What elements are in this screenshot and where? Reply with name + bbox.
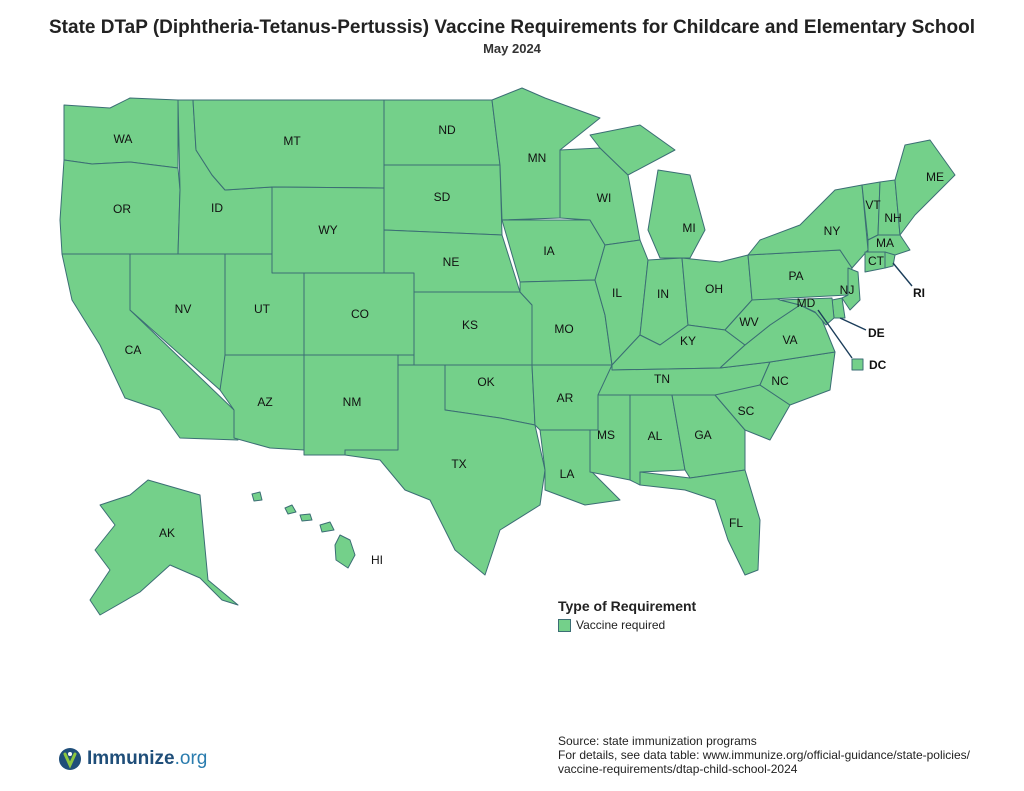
label-MA: MA: [876, 236, 894, 250]
source-line-1: Source: state immunization programs: [558, 734, 757, 748]
label-OH: OH: [705, 282, 723, 296]
label-OR: OR: [113, 202, 131, 216]
label-MI: MI: [682, 221, 695, 235]
label-ME: ME: [926, 170, 944, 184]
label-IA: IA: [543, 244, 554, 258]
callout-dc: [817, 309, 853, 359]
label-AR: AR: [557, 391, 574, 405]
legend: Type of Requirement Vaccine required: [558, 598, 696, 632]
legend-swatch: [558, 618, 571, 632]
state-SC: [714, 384, 791, 441]
label-OK: OK: [477, 375, 494, 389]
state-MD: [779, 297, 835, 326]
label-AK: AK: [159, 526, 175, 540]
label-TN: TN: [654, 372, 670, 386]
label-SD: SD: [434, 190, 451, 204]
source-line-2: For details, see data table: www.immuniz…: [558, 748, 970, 762]
label-NV: NV: [175, 302, 192, 316]
state-TX: [344, 364, 546, 576]
state-HI-4: [284, 504, 297, 515]
label-TX: TX: [451, 457, 466, 471]
state-shapes: [59, 87, 956, 616]
label-LA: LA: [560, 467, 575, 481]
immunize-logo-icon: [59, 748, 81, 770]
source-note: Source: state immunization programs For …: [558, 734, 970, 776]
label-VT: VT: [865, 198, 881, 212]
callout-ri: [892, 262, 913, 287]
label-NJ: NJ: [840, 283, 855, 297]
label-DC: DC: [869, 358, 887, 372]
label-MO: MO: [554, 322, 573, 336]
label-MN: MN: [528, 151, 547, 165]
label-ND: ND: [438, 123, 456, 137]
map-title: State DTaP (Diphtheria-Tetanus-Pertussis…: [49, 17, 975, 38]
label-NM: NM: [343, 395, 362, 409]
label-CO: CO: [351, 307, 369, 321]
callout-de: [839, 317, 867, 331]
label-AZ: AZ: [257, 395, 272, 409]
map-subtitle: May 2024: [483, 41, 541, 56]
label-VA: VA: [782, 333, 797, 347]
state-NJ: [841, 267, 861, 311]
label-CA: CA: [125, 343, 142, 357]
callout-lines: [817, 262, 913, 371]
label-CT: CT: [868, 254, 885, 268]
label-UT: UT: [254, 302, 271, 316]
label-KS: KS: [462, 318, 478, 332]
state-HI-1: [334, 534, 356, 569]
state-HI-5: [251, 491, 263, 502]
label-FL: FL: [729, 516, 743, 530]
label-WY: WY: [318, 223, 337, 237]
state-ME: [894, 139, 956, 236]
label-SC: SC: [738, 404, 755, 418]
label-IL: IL: [612, 286, 622, 300]
state-HI-2: [319, 521, 335, 533]
state-labels: WA OR CA ID NV MT WY UT AZ CO NM ND SD N…: [113, 123, 944, 567]
label-KY: KY: [680, 334, 696, 348]
label-MD: MD: [797, 296, 816, 310]
logo-text: Immunize.org: [87, 748, 208, 769]
label-IN: IN: [657, 287, 669, 301]
source-line-3: vaccine-requirements/dtap-child-school-2…: [558, 762, 798, 776]
label-NY: NY: [824, 224, 841, 238]
label-DE: DE: [868, 326, 885, 340]
label-NH: NH: [884, 211, 901, 225]
state-MI: [647, 169, 706, 259]
label-GA: GA: [694, 428, 711, 442]
label-AL: AL: [648, 429, 663, 443]
state-AK: [89, 479, 239, 616]
label-ID: ID: [211, 201, 223, 215]
legend-title: Type of Requirement: [558, 598, 697, 614]
label-RI: RI: [913, 286, 925, 300]
state-HI-3: [299, 513, 313, 522]
legend-item: Vaccine required: [558, 618, 696, 632]
dc-swatch: [851, 358, 864, 371]
label-WA: WA: [114, 132, 133, 146]
state-MI-upper: [589, 124, 676, 176]
legend-item-label: Vaccine required: [576, 618, 666, 632]
label-MS: MS: [597, 428, 615, 442]
label-NE: NE: [443, 255, 460, 269]
label-WI: WI: [597, 191, 612, 205]
immunize-logo: Immunize.org: [58, 747, 207, 771]
state-RI: [884, 251, 896, 269]
label-NC: NC: [771, 374, 789, 388]
label-MT: MT: [283, 134, 301, 148]
label-WV: WV: [739, 315, 758, 329]
state-FL: [639, 469, 761, 576]
label-PA: PA: [788, 269, 803, 283]
label-HI: HI: [371, 553, 383, 567]
